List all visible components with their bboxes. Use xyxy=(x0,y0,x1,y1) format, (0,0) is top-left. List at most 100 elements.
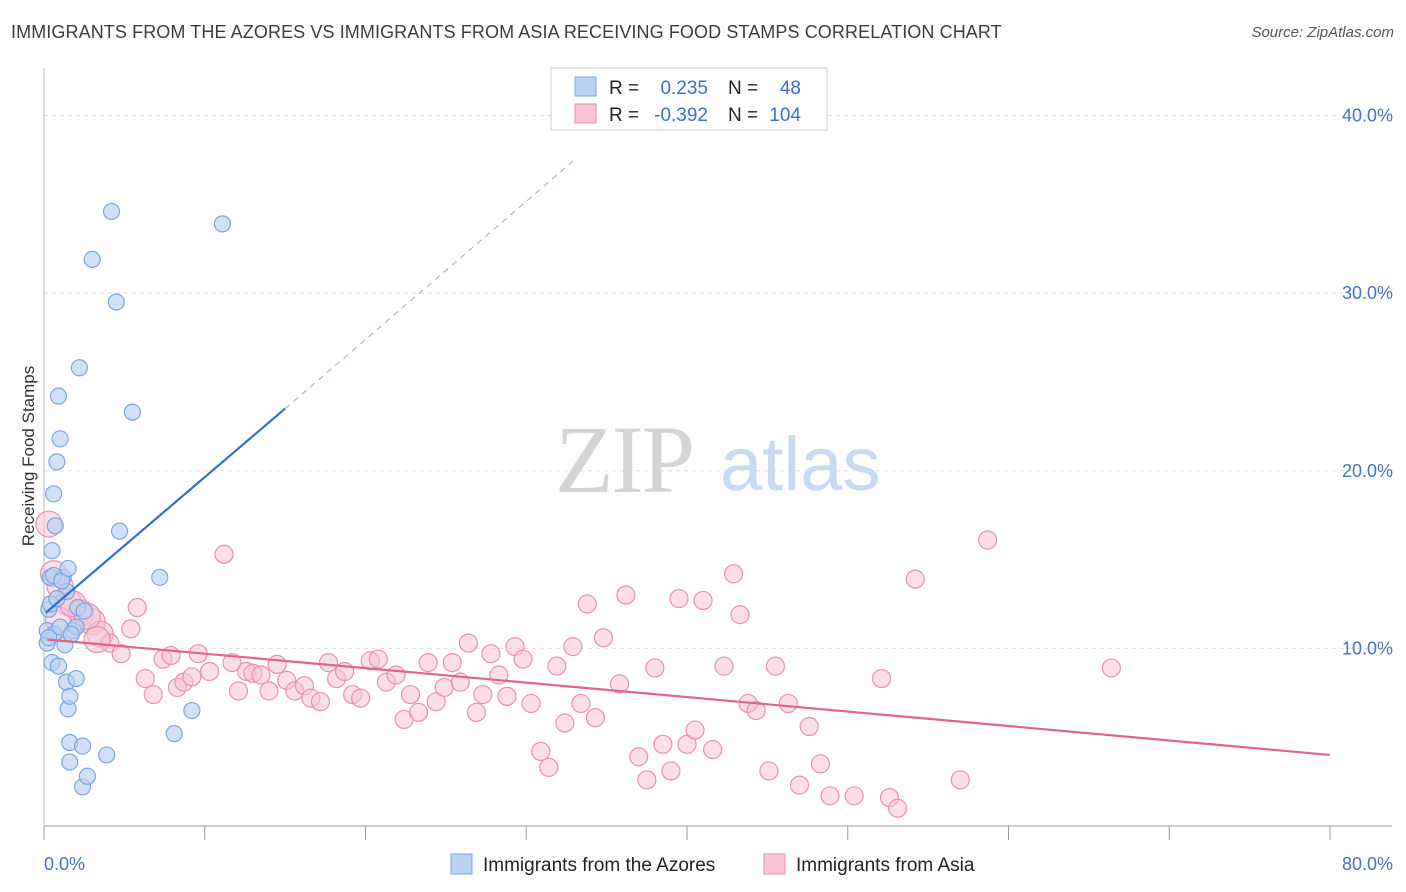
point-azores xyxy=(110,522,129,540)
point-asia xyxy=(637,770,657,790)
point-azores xyxy=(102,202,121,221)
point-azores xyxy=(67,669,85,688)
y-tick-label: 20.0% xyxy=(1342,461,1393,481)
point-asia xyxy=(555,713,575,733)
point-asia xyxy=(251,665,271,685)
point-asia xyxy=(703,740,723,760)
point-asia xyxy=(844,786,864,806)
point-asia xyxy=(820,786,840,806)
series-asia-points xyxy=(35,510,1121,818)
axes xyxy=(43,68,1392,827)
trend-line-asia xyxy=(47,638,1331,757)
stats-r-label-1: R = xyxy=(609,78,639,99)
point-asia xyxy=(182,667,202,687)
point-asia xyxy=(661,761,681,781)
point-asia xyxy=(693,590,713,611)
point-asia xyxy=(434,677,454,698)
stats-n-label-1: N = xyxy=(728,78,758,99)
point-asia xyxy=(400,684,421,705)
point-asia xyxy=(111,644,131,664)
stats-n-label-2: N = xyxy=(728,105,758,126)
point-asia xyxy=(759,761,779,781)
series-azores-points xyxy=(38,202,232,796)
stats-swatch-azores xyxy=(574,76,597,97)
point-azores xyxy=(123,403,142,421)
point-asia xyxy=(616,585,636,605)
trend-lines xyxy=(44,159,1331,757)
y-tick-label: 30.0% xyxy=(1342,283,1393,303)
point-asia xyxy=(571,693,591,714)
point-asia xyxy=(685,720,705,740)
legend-swatch-azores xyxy=(450,853,473,875)
point-asia xyxy=(669,589,689,609)
point-asia xyxy=(497,686,517,706)
x-ticks: 0.0% 80.0% xyxy=(43,826,1393,874)
point-asia xyxy=(267,654,287,674)
point-azores xyxy=(107,293,125,311)
point-asia xyxy=(978,530,998,550)
point-asia xyxy=(127,597,147,618)
point-asia xyxy=(222,652,242,673)
point-asia xyxy=(386,665,406,685)
y-axis-label: Receiving Food Stamps xyxy=(19,366,38,546)
point-asia xyxy=(645,658,665,678)
y-tick-labels: 10.0% 20.0% 30.0% 40.0% xyxy=(1342,106,1393,659)
point-asia xyxy=(521,693,541,714)
point-asia xyxy=(310,692,331,712)
point-asia xyxy=(135,668,155,689)
point-azores xyxy=(75,602,93,620)
stats-r-value-1: 0.235 xyxy=(660,78,708,99)
point-asia xyxy=(810,754,831,774)
stats-n-value-1: 48 xyxy=(780,78,801,99)
point-asia xyxy=(513,649,533,669)
stats-r-label-2: R = xyxy=(609,105,639,126)
point-asia xyxy=(368,649,388,669)
x-tick-label-min: 0.0% xyxy=(44,854,85,874)
x-tick-label-max: 80.0% xyxy=(1342,854,1393,874)
point-azores xyxy=(98,746,116,764)
point-asia xyxy=(950,770,970,790)
point-asia xyxy=(466,702,487,722)
chart-source: Source: ZipAtlas.com xyxy=(1251,24,1394,41)
point-asia xyxy=(408,702,429,722)
point-azores xyxy=(49,387,68,405)
point-asia xyxy=(418,652,438,673)
point-azores xyxy=(48,590,66,608)
point-asia xyxy=(539,757,559,777)
point-asia xyxy=(563,637,583,657)
point-azores xyxy=(49,657,68,675)
point-asia xyxy=(871,668,892,689)
point-asia xyxy=(259,681,279,701)
y-tick-label: 10.0% xyxy=(1342,638,1393,658)
point-azores xyxy=(43,542,61,560)
bottom-legend: Immigrants from the Azores Immigrants fr… xyxy=(450,853,975,876)
stats-r-value-2: -0.392 xyxy=(654,105,708,126)
point-asia xyxy=(887,798,908,818)
point-azores xyxy=(61,753,79,771)
point-azores xyxy=(213,215,232,233)
point-asia xyxy=(789,775,810,795)
point-asia xyxy=(351,688,371,708)
point-asia xyxy=(653,734,673,754)
point-asia xyxy=(1101,658,1121,678)
point-asia xyxy=(609,674,630,694)
point-asia xyxy=(318,652,339,673)
point-asia xyxy=(577,594,597,614)
trend-line-azores xyxy=(44,407,286,614)
point-azores xyxy=(70,359,88,377)
watermark: ZIP atlas xyxy=(555,406,881,513)
point-asia xyxy=(458,633,478,653)
point-asia xyxy=(585,708,605,728)
point-azores xyxy=(73,737,92,755)
point-azores xyxy=(45,485,63,503)
point-azores xyxy=(151,568,169,586)
point-azores xyxy=(78,767,97,785)
point-asia xyxy=(143,684,163,705)
point-asia xyxy=(473,684,493,705)
point-asia xyxy=(629,747,649,767)
point-asia xyxy=(214,544,234,564)
point-asia xyxy=(199,661,220,682)
point-azores xyxy=(46,517,64,535)
point-asia xyxy=(228,681,249,701)
